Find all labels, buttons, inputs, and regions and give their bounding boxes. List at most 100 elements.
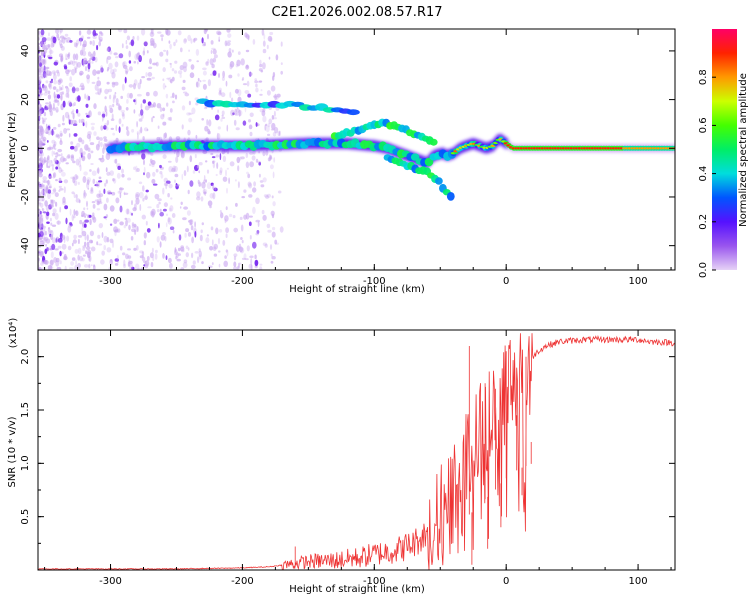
- noise-speck: [109, 223, 113, 226]
- noise-speck: [211, 47, 216, 51]
- noise-speck: [154, 253, 158, 260]
- noise-speck: [52, 102, 55, 110]
- noise-speck: [142, 136, 145, 141]
- noise-speck: [126, 35, 131, 41]
- noise-speck: [51, 139, 56, 144]
- noise-speck: [121, 83, 125, 91]
- noise-speck: [171, 213, 176, 218]
- noise-speck: [59, 133, 63, 137]
- noise-speck: [102, 111, 106, 115]
- noise-speck: [261, 209, 265, 215]
- noise-speck: [243, 253, 247, 260]
- noise-speck: [182, 79, 186, 83]
- noise-speck: [133, 247, 137, 251]
- noise-speck: [50, 251, 54, 259]
- noise-speck: [136, 35, 140, 41]
- noise-speck: [95, 92, 100, 95]
- noise-speck: [61, 91, 65, 95]
- noise-speck: [129, 92, 133, 99]
- noise-speck: [271, 231, 276, 238]
- noise-speck: [201, 37, 204, 44]
- noise-speck: [242, 77, 245, 81]
- noise-speck: [248, 194, 253, 198]
- noise-speck: [77, 112, 81, 117]
- noise-speck: [140, 126, 143, 134]
- noise-speck: [52, 126, 57, 130]
- noise-speck: [200, 229, 203, 234]
- noise-speck: [38, 249, 42, 255]
- noise-speck: [258, 173, 261, 178]
- noise-speck: [149, 158, 153, 164]
- noise-speck: [205, 61, 209, 65]
- noise-speck: [150, 43, 155, 46]
- noise-speck: [191, 107, 196, 115]
- noise-speck: [38, 30, 41, 35]
- noise-speck: [152, 38, 155, 44]
- noise-speck: [46, 185, 48, 191]
- noise-speck: [48, 49, 54, 55]
- noise-speck: [98, 190, 101, 194]
- noise-speck: [103, 188, 106, 194]
- noise-speck: [141, 214, 146, 220]
- noise-speck: [53, 157, 58, 163]
- noise-speck: [83, 195, 86, 199]
- noise-speck: [70, 119, 73, 125]
- noise-speck: [121, 43, 124, 49]
- noise-speck: [79, 39, 82, 46]
- noise-speck: [56, 220, 61, 225]
- noise-speck: [83, 223, 87, 228]
- noise-speck: [57, 148, 63, 153]
- noise-speck: [115, 98, 119, 105]
- noise-speck: [114, 158, 118, 164]
- noise-speck: [43, 139, 46, 146]
- noise-speck: [198, 162, 203, 166]
- noise-speck: [73, 42, 77, 48]
- noise-speck: [82, 60, 85, 67]
- noise-speck: [162, 113, 165, 117]
- noise-speck: [256, 230, 260, 234]
- noise-speck: [169, 116, 173, 121]
- noise-speck: [239, 156, 242, 161]
- noise-speck: [60, 153, 63, 157]
- noise-speck: [123, 29, 128, 34]
- noise-speck: [86, 179, 90, 186]
- noise-speck: [61, 84, 64, 91]
- noise-speck: [159, 211, 164, 217]
- noise-speck: [90, 246, 96, 252]
- noise-speck: [50, 222, 53, 226]
- noise-speck: [73, 209, 76, 216]
- noise-speck: [53, 143, 56, 150]
- noise-speck: [200, 196, 204, 202]
- noise-speck: [180, 151, 185, 159]
- noise-speck: [155, 249, 158, 254]
- noise-speck: [89, 218, 92, 226]
- noise-speck: [45, 102, 49, 105]
- noise-speck: [118, 53, 124, 59]
- noise-speck: [177, 30, 182, 36]
- noise-speck: [168, 257, 172, 264]
- noise-speck: [73, 102, 76, 106]
- noise-speck: [237, 89, 242, 97]
- noise-speck: [249, 161, 255, 168]
- noise-speck: [191, 236, 195, 244]
- noise-speck: [166, 213, 168, 217]
- noise-speck: [208, 130, 211, 135]
- noise-speck: [205, 237, 210, 244]
- noise-speck: [233, 255, 237, 261]
- noise-speck: [56, 69, 60, 74]
- sideband-tone-blob: [346, 109, 360, 116]
- noise-speck: [38, 208, 41, 212]
- noise-speck: [92, 40, 95, 47]
- noise-speck: [65, 162, 69, 165]
- noise-speck: [255, 87, 259, 93]
- noise-speck: [63, 186, 66, 194]
- noise-speck: [68, 267, 74, 270]
- noise-speck: [224, 255, 227, 259]
- noise-speck: [187, 189, 190, 195]
- noise-speck: [59, 130, 63, 138]
- noise-speck: [150, 37, 154, 45]
- noise-speck: [93, 103, 97, 110]
- noise-speck: [90, 240, 93, 244]
- noise-speck: [85, 250, 88, 255]
- noise-speck: [182, 61, 188, 69]
